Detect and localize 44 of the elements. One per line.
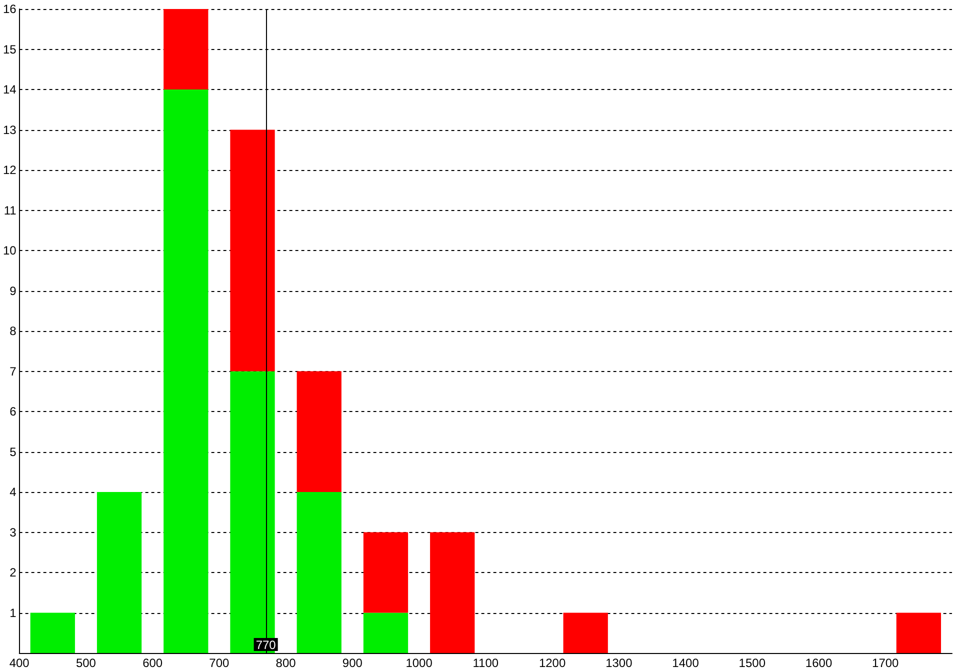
y-tick-label: 11 — [4, 203, 17, 218]
y-tick-label: 3 — [10, 525, 17, 540]
ref-line-label: 770 — [256, 638, 276, 652]
bar — [96, 492, 142, 653]
x-tick-label: 1200 — [538, 656, 566, 669]
bar — [164, 90, 208, 653]
y-tick-label: 2 — [10, 566, 17, 580]
bar — [30, 612, 75, 653]
bar — [230, 130, 275, 372]
x-tick-label: 900 — [342, 656, 363, 669]
y-tick-label: 6 — [10, 404, 17, 418]
x-tick-label: 400 — [9, 656, 30, 669]
x-tick-label: 1300 — [606, 656, 633, 669]
y-tick-label: 8 — [10, 324, 17, 338]
x-tick-label: 1700 — [872, 656, 900, 669]
x-tick-label: 1600 — [805, 656, 832, 669]
bar — [230, 371, 275, 653]
x-tick-label: 600 — [142, 656, 163, 669]
y-tick-label: 16 — [2, 2, 17, 16]
bar — [296, 492, 342, 653]
x-tick-label: 800 — [276, 656, 296, 669]
y-tick-label: 5 — [10, 444, 17, 459]
x-tick-label: 500 — [76, 656, 96, 669]
x-tick-label: 700 — [209, 656, 230, 669]
bar — [363, 612, 408, 653]
y-tick-label: 7 — [10, 364, 17, 378]
y-tick-label: 14 — [2, 82, 17, 96]
y-tick-label: 9 — [10, 284, 17, 298]
y-tick-label: 4 — [10, 485, 17, 499]
bar — [363, 532, 408, 613]
y-tick-label: 10 — [2, 244, 17, 258]
y-tick-label: 13 — [2, 122, 17, 137]
y-tick-label: 1 — [10, 606, 17, 620]
y-tick-label: 15 — [2, 42, 17, 56]
x-tick-label: 1400 — [672, 656, 700, 669]
bar — [896, 612, 942, 653]
bar — [563, 612, 608, 653]
x-tick-label: 1100 — [472, 656, 499, 669]
bar — [164, 9, 208, 90]
x-tick-label: 1500 — [738, 656, 766, 669]
x-tick-label: 1000 — [406, 656, 433, 669]
bar — [430, 532, 475, 653]
bar — [296, 371, 342, 492]
y-tick-label: 12 — [2, 163, 17, 177]
